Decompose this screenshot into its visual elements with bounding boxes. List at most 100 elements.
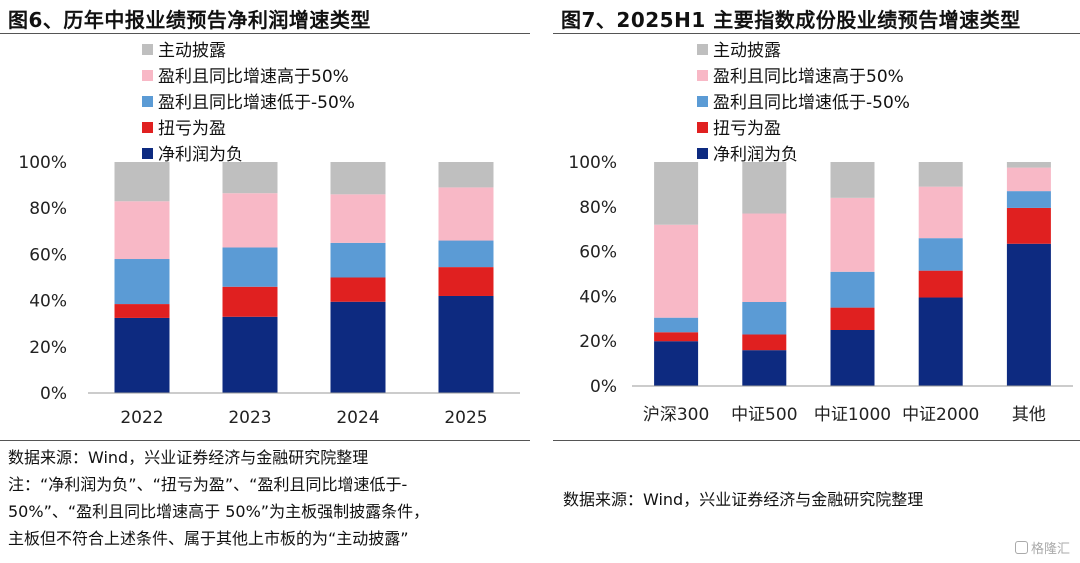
- right-legend: 主动披露盈利且同比增速高于50% 盈利且同比增速低于-50% 扭亏为盈净利润为负: [697, 36, 997, 166]
- bar-2022-主动披露: [114, 162, 170, 202]
- bar-中证500-盈利且同比增速高于50-: [742, 213, 787, 302]
- bar-中证500-盈利且同比增速低于-50-: [742, 302, 787, 335]
- y-tick-label: 80%: [579, 198, 617, 218]
- bar-2024-净利润为负: [330, 301, 386, 393]
- y-tick-label: 0%: [40, 384, 67, 404]
- legend-swatch: [697, 148, 708, 159]
- bar-沪深300-主动披露: [654, 162, 699, 225]
- bar-2023-盈利且同比增速低于-50-: [222, 247, 278, 287]
- bar-其他-扭亏为盈: [1006, 207, 1051, 244]
- bar-2023-主动披露: [222, 162, 278, 194]
- legend-label: 盈利且同比增速高于50%: [713, 67, 904, 87]
- bar-沪深300-扭亏为盈: [654, 332, 699, 342]
- right-source-rule: [553, 440, 1080, 441]
- legend-label: 盈利且同比增速低于-50%: [158, 93, 355, 113]
- legend-swatch: [142, 122, 153, 133]
- y-tick-label: 100%: [568, 153, 617, 173]
- bar-沪深300-净利润为负: [654, 341, 699, 386]
- bar-2024-盈利且同比增速高于50-: [330, 194, 386, 243]
- bar-2025-扭亏为盈: [438, 267, 494, 296]
- bar-其他-盈利且同比增速高于50-: [1006, 167, 1051, 192]
- y-tick-label: 40%: [579, 287, 617, 307]
- bar-2023-扭亏为盈: [222, 286, 278, 317]
- bar-2024-主动披露: [330, 162, 386, 195]
- left-legend: 主动披露盈利且同比增速高于50% 盈利且同比增速低于-50% 扭亏为盈 净利润为负: [142, 36, 442, 166]
- bar-中证500-扭亏为盈: [742, 334, 787, 351]
- legend-label: 扭亏为盈: [713, 119, 781, 139]
- left-title-rule: [0, 33, 530, 34]
- bar-中证2000-盈利且同比增速低于-50-: [918, 238, 963, 271]
- bar-中证1000-扭亏为盈: [830, 307, 875, 330]
- y-tick-label: 60%: [579, 243, 617, 263]
- legend-item-盈利且同比增速低于-50-: 盈利且同比增速低于-50%: [142, 88, 355, 113]
- y-tick-label: 80%: [29, 199, 67, 219]
- legend-label: 净利润为负: [713, 145, 798, 165]
- legend-label: 主动披露: [713, 41, 781, 61]
- bar-中证2000-净利润为负: [918, 297, 963, 386]
- bar-2025-主动披露: [438, 162, 494, 188]
- legend-item-扭亏为盈: 扭亏为盈: [697, 114, 781, 139]
- x-tick-label: 中证500: [731, 405, 797, 425]
- right-chart: 0% 20% 40% 60% 80% 100% 沪深300 中证500 中证1000 中证2000…: [568, 153, 1073, 425]
- legend-swatch: [697, 96, 708, 107]
- legend-swatch: [142, 96, 153, 107]
- bar-中证500-净利润为负: [742, 350, 787, 386]
- bar-沪深300-盈利且同比增速低于-50-: [654, 317, 699, 333]
- right-source: 数据来源：Wind，兴业证券经济与金融研究院整理: [563, 490, 924, 509]
- left-chart: 0% 20% 40% 60% 80% 100% 2022 2023 2024 2025: [18, 153, 520, 428]
- bar-中证1000-净利润为负: [830, 330, 875, 386]
- legend-swatch: [142, 70, 153, 81]
- watermark-text: 格隆汇: [1030, 542, 1070, 557]
- legend-item-净利润为负: 净利润为负: [142, 140, 243, 165]
- x-tick-label: 中证2000: [902, 405, 979, 425]
- left-panel: 图6、历年中报业绩预告净利润增速类型 主动披露盈利且同比增速高于50% 盈利且同比…: [0, 0, 530, 563]
- left-note-line-3: 主板但不符合上述条件、属于其他上市板的为“主动披露”: [8, 529, 409, 548]
- bar-2022-盈利且同比增速高于50-: [114, 201, 170, 260]
- bar-2024-扭亏为盈: [330, 277, 386, 302]
- x-tick-label: 沪深300: [643, 405, 709, 425]
- x-tick-label: 中证1000: [814, 405, 891, 425]
- legend-item-扭亏为盈: 扭亏为盈: [142, 114, 226, 139]
- bar-2025-净利润为负: [438, 295, 494, 393]
- bar-中证1000-盈利且同比增速高于50-: [830, 197, 875, 272]
- legend-swatch: [697, 70, 708, 81]
- y-tick-label: 20%: [29, 338, 67, 358]
- legend-item-盈利且同比增速低于-50-: 盈利且同比增速低于-50%: [697, 88, 910, 113]
- right-panel: 图7、2025H1 主要指数成份股业绩预告增速类型 主动披露 盈利且同比增速高于5…: [553, 0, 1080, 563]
- legend-item-盈利且同比增速高于50-: 盈利且同比增速高于50%: [142, 62, 349, 87]
- left-note-line-2: 50%”、“盈利且同比增速高于 50%”为主板强制披露条件，: [8, 502, 430, 521]
- legend-label: 盈利且同比增速低于-50%: [713, 93, 910, 113]
- bar-2022-净利润为负: [114, 317, 170, 393]
- left-source-rule: [0, 440, 530, 441]
- bar-2023-净利润为负: [222, 316, 278, 393]
- bar-2023-盈利且同比增速高于50-: [222, 193, 278, 248]
- bar-2022-盈利且同比增速低于-50-: [114, 259, 170, 305]
- y-tick-label: 0%: [590, 377, 617, 397]
- bar-中证1000-主动披露: [830, 162, 875, 198]
- right-title-rule: [553, 33, 1080, 34]
- y-tick-label: 60%: [29, 245, 67, 265]
- bar-2025-盈利且同比增速低于-50-: [438, 240, 494, 268]
- left-note-line-1: 注：“净利润为负”、“扭亏为盈”、“盈利且同比增速低于-: [8, 475, 408, 494]
- legend-item-主动披露: 主动披露: [697, 36, 781, 61]
- y-tick-label: 20%: [579, 332, 617, 352]
- legend-label: 扭亏为盈: [158, 119, 226, 139]
- bar-2024-盈利且同比增速低于-50-: [330, 242, 386, 278]
- legend-label: 主动披露: [158, 41, 226, 61]
- bar-沪深300-盈利且同比增速高于50-: [654, 224, 699, 318]
- bar-其他-主动披露: [1006, 162, 1051, 168]
- bar-中证500-主动披露: [742, 162, 787, 214]
- bar-其他-净利润为负: [1006, 243, 1051, 386]
- legend-item-净利润为负: 净利润为负: [697, 140, 798, 165]
- bar-2025-盈利且同比增速高于50-: [438, 187, 494, 241]
- legend-item-主动披露: 主动披露: [142, 36, 226, 61]
- left-title: 图6、历年中报业绩预告净利润增速类型: [8, 8, 371, 32]
- legend-label: 盈利且同比增速高于50%: [158, 67, 349, 87]
- bar-中证1000-盈利且同比增速低于-50-: [830, 271, 875, 308]
- left-source: 数据来源：Wind，兴业证券经济与金融研究院整理: [8, 448, 369, 467]
- bar-2022-扭亏为盈: [114, 304, 170, 318]
- watermark: 格隆汇: [1014, 538, 1070, 557]
- x-tick-label: 2024: [336, 408, 379, 428]
- y-tick-label: 100%: [18, 153, 67, 173]
- bar-其他-盈利且同比增速低于-50-: [1006, 191, 1051, 208]
